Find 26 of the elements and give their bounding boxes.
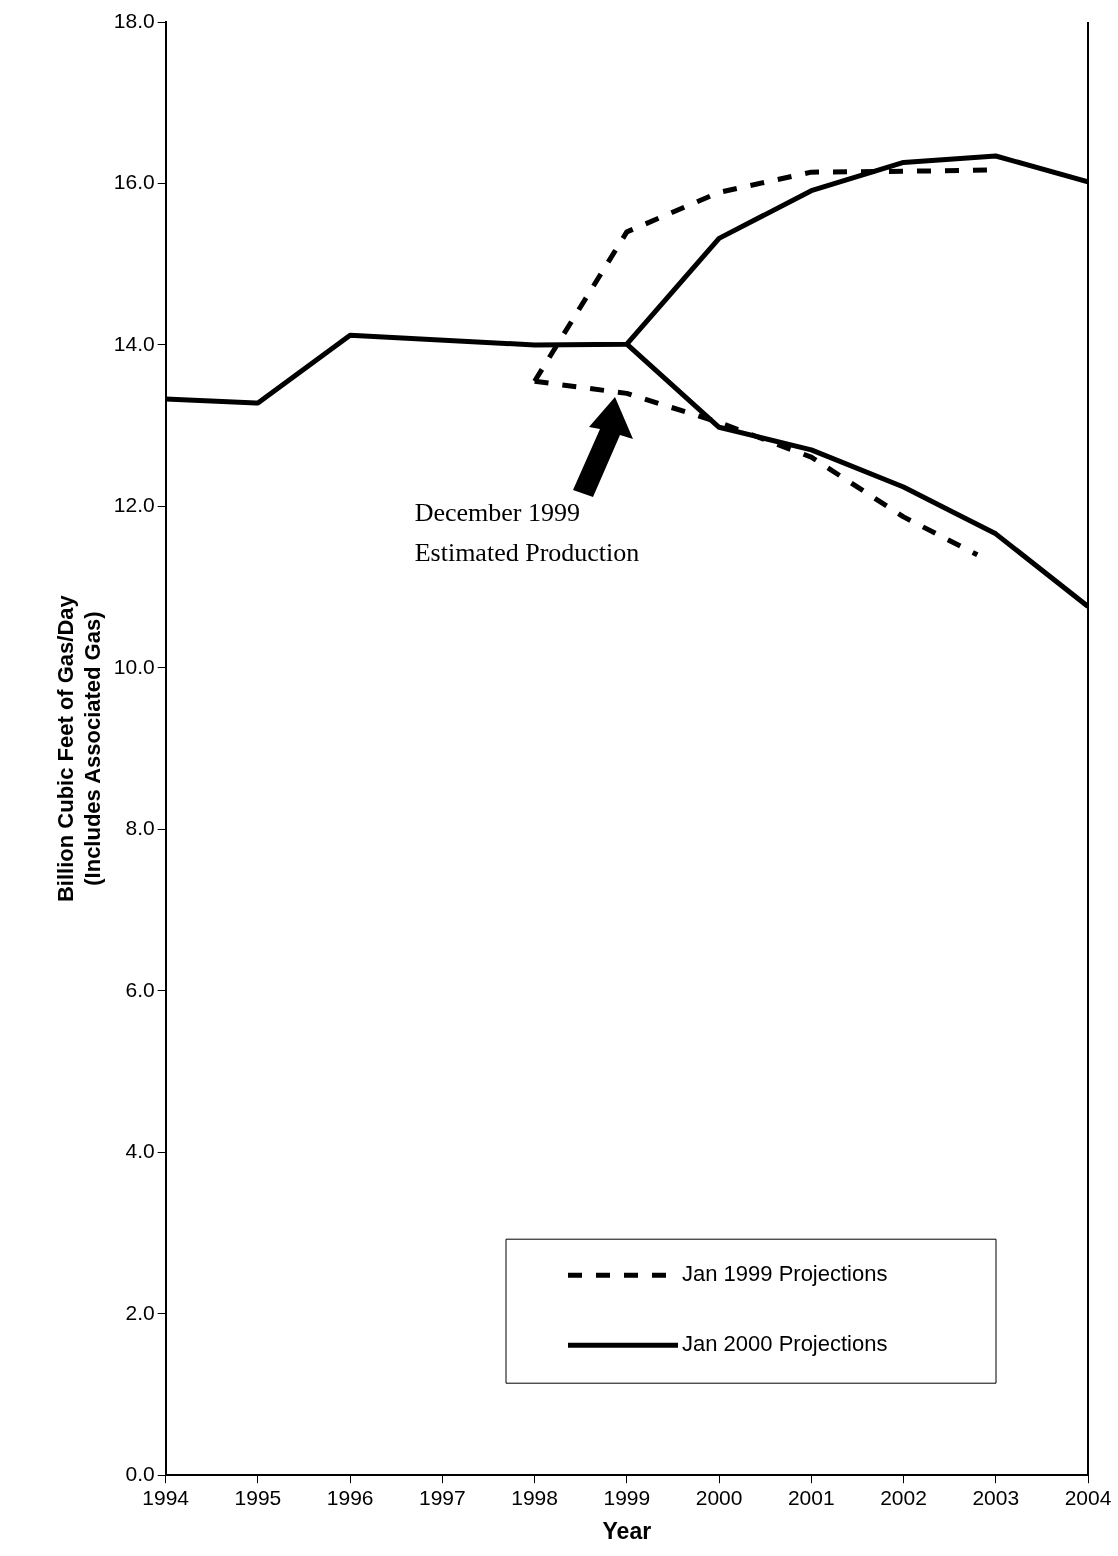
y-tick-label: 10.0 xyxy=(113,654,155,678)
y-tick-label: 18.0 xyxy=(113,8,155,32)
x-tick-label: 1997 xyxy=(419,1485,466,1509)
x-tick-label: 2003 xyxy=(972,1485,1020,1509)
y-tick-label: 2.0 xyxy=(125,1300,155,1324)
x-tick-label: 1996 xyxy=(326,1485,374,1509)
y-tick-label: 4.0 xyxy=(125,1139,155,1163)
y-tick-label: 6.0 xyxy=(125,977,155,1001)
x-tick-label: 1999 xyxy=(603,1485,651,1509)
y-tick-label: 14.0 xyxy=(113,331,155,355)
x-tick-label: 1994 xyxy=(142,1485,190,1509)
y-tick-label: 8.0 xyxy=(125,816,155,840)
y-tick-label: 16.0 xyxy=(113,170,155,194)
x-tick-label: 1998 xyxy=(511,1485,558,1509)
y-axis-title: Billion Cubic Feet of Gas/Day (Includes Associated Gas) xyxy=(53,594,105,903)
legend-label: Jan 2000 Projections xyxy=(682,1331,888,1357)
x-axis-title: Year xyxy=(602,1517,652,1544)
x-tick-label: 2000 xyxy=(695,1485,743,1509)
x-tick-label: 2002 xyxy=(880,1485,927,1509)
x-tick-label: 1995 xyxy=(234,1485,282,1509)
annotation: December 1999 Estimated Production xyxy=(414,498,640,568)
legend-label: Jan 1999 Projections xyxy=(682,1261,888,1287)
x-tick-label: 2004 xyxy=(1064,1485,1112,1509)
y-tick-label: 12.0 xyxy=(113,493,155,517)
y-tick-label: 0.0 xyxy=(125,1462,155,1485)
x-tick-label: 2001 xyxy=(787,1485,835,1509)
